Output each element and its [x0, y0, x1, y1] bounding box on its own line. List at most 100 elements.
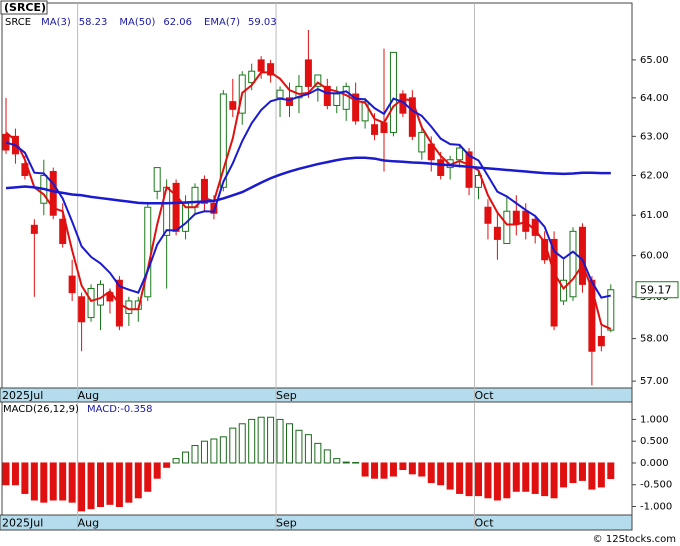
- x-tick-label: Sep: [276, 517, 297, 530]
- candle-body: [286, 97, 293, 106]
- candle-body: [408, 97, 416, 137]
- ticker-title: (SRCE): [4, 1, 46, 14]
- last-price-label: 59.17: [640, 284, 672, 297]
- candle-body: [493, 226, 501, 240]
- indicator-line: [5, 156, 611, 205]
- macd-bar: [276, 418, 284, 464]
- candle-body: [153, 167, 161, 192]
- candle-body: [352, 93, 360, 122]
- plot-area: [1, 2, 633, 389]
- macd-bar: [257, 416, 265, 464]
- macd-bar: [153, 462, 161, 479]
- candle-body: [550, 238, 558, 327]
- last-price-box: [635, 281, 679, 299]
- candle-body: [607, 289, 615, 331]
- y-tick-label: 57.00: [640, 376, 669, 387]
- legend-symbol: SRCE: [5, 17, 31, 28]
- macd-bar: [399, 462, 407, 470]
- y-tick-label: 0.000: [640, 458, 669, 469]
- macd-bar: [87, 462, 95, 510]
- macd-bar: [304, 434, 312, 464]
- macd-bar: [493, 462, 501, 501]
- macd-bar: [11, 462, 19, 486]
- macd-bar: [134, 462, 142, 499]
- candle-body: [257, 59, 265, 72]
- candle-body: [475, 174, 482, 188]
- macd-bar: [286, 423, 293, 464]
- candle-body: [2, 133, 10, 151]
- macd-bar: [371, 462, 379, 479]
- candle-body: [597, 335, 605, 347]
- macd-bar: [597, 462, 605, 488]
- candle-body: [59, 218, 67, 244]
- candle-body: [578, 226, 586, 285]
- candle-body: [560, 279, 568, 302]
- x-tick-label: Aug: [78, 517, 99, 530]
- macd-readout: MACD:-0.358: [87, 404, 153, 415]
- macd-bar: [40, 462, 48, 503]
- macd-bar: [408, 462, 416, 475]
- macd-bar: [172, 458, 180, 464]
- candle-body: [569, 230, 577, 298]
- legend-value: 58.23: [79, 17, 108, 28]
- candle-body: [342, 85, 350, 110]
- macd-bar: [541, 462, 549, 497]
- ticker-box: [0, 0, 48, 15]
- candle-body: [371, 124, 379, 135]
- macd-bar: [550, 462, 558, 499]
- macd-bar: [68, 462, 76, 503]
- candle-body: [304, 59, 312, 87]
- y-tick-label: -1.000: [640, 502, 672, 513]
- macd-bar: [97, 462, 104, 508]
- x-tick-label: 2025Jul: [2, 517, 43, 530]
- macd-bar: [115, 462, 123, 508]
- macd-bar: [333, 458, 341, 464]
- candle-body: [144, 206, 152, 298]
- macd-bar: [361, 462, 369, 477]
- macd-bar: [210, 438, 218, 464]
- macd-bar: [437, 462, 445, 486]
- macd-bar: [2, 462, 10, 486]
- candle-body: [380, 122, 388, 133]
- candle-body: [68, 275, 76, 294]
- legend-name: EMA(7): [204, 17, 240, 28]
- macd-bar: [380, 462, 388, 479]
- candle-body: [267, 63, 275, 76]
- y-tick-label: -0.500: [640, 480, 672, 491]
- macd-bar: [30, 462, 38, 501]
- candle-body: [30, 224, 38, 234]
- candle-body: [49, 171, 57, 216]
- x-tick-label: Oct: [475, 389, 495, 402]
- indicator-line: [5, 71, 612, 330]
- macd-bar: [125, 462, 133, 503]
- y-tick-label: 64.00: [640, 93, 669, 104]
- candle-body: [361, 101, 369, 122]
- x-tick-label: Oct: [475, 517, 495, 530]
- macd-bar: [560, 462, 568, 488]
- macd-bar: [191, 445, 199, 464]
- candle-body: [229, 101, 237, 110]
- legend-name: MA(50): [119, 17, 155, 28]
- macd-bar: [49, 462, 57, 501]
- y-tick-label: 65.00: [640, 55, 669, 66]
- x-tick-label: 2025Jul: [2, 389, 43, 402]
- macd-bar: [427, 462, 435, 484]
- candle-body: [276, 89, 284, 99]
- macd-bar: [144, 462, 152, 492]
- legend-name: MA(3): [41, 17, 71, 28]
- y-tick-label: 61.00: [640, 210, 669, 221]
- macd-bar: [342, 461, 350, 464]
- macd-bar: [59, 462, 67, 501]
- macd-bar: [219, 436, 227, 464]
- macd-bar: [323, 449, 331, 464]
- macd-bar: [531, 462, 539, 494]
- macd-bar: [248, 418, 256, 464]
- copyright: © 12Stocks.com: [593, 534, 676, 545]
- x-tick-label: Aug: [78, 389, 99, 402]
- macd-bar: [456, 462, 464, 494]
- macd-bar: [578, 462, 586, 481]
- y-tick-label: 62.00: [640, 170, 669, 181]
- candle-body: [418, 131, 426, 153]
- macd-bar: [106, 462, 114, 505]
